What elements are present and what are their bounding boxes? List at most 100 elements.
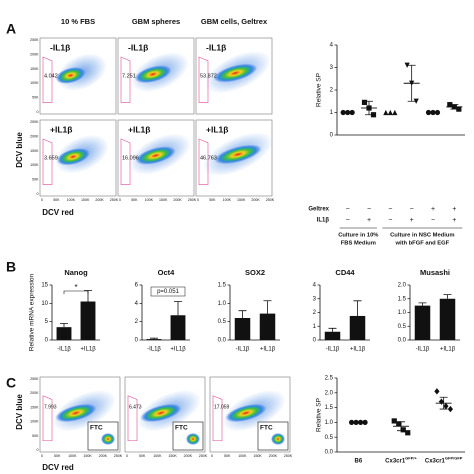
cell-density [134,65,172,84]
condition-name: IL1β [317,218,330,224]
axis-label: DCV blue [15,132,24,168]
flow-tick-label: 0 [41,198,43,202]
flow-tick-label: 150K [30,67,39,71]
flow-tick-label: 250K [30,120,39,124]
column-title: 10 % FBS [61,17,95,26]
flow-plot [195,37,273,115]
y-tick-label: 4 [135,301,139,307]
condition-name: Geltrex [308,207,329,213]
bar [234,318,251,340]
bar [414,305,431,340]
sp-gate [42,395,53,442]
condition-sign: + [431,206,435,213]
flow-tick-label: 200K [269,454,278,458]
y-tick-label: 0.5 [398,324,407,330]
sp-percent: 16.096 [122,155,139,161]
flow-tick-label: 250K [114,454,123,458]
flow-tick-label: 150K [253,454,262,458]
flow-tick-label: 0 [119,198,121,202]
x-tick-label: -IL1β [57,347,71,353]
flow-tick-label: 250K [30,377,39,381]
y-tick-label: 1.5 [398,296,407,302]
sp-percent: 53.872 [200,73,217,79]
data-point [447,102,453,108]
flow-tick-label: 250K [266,198,275,202]
flow-tick-label: 200K [173,198,182,202]
sp-percent: 4.042 [44,73,58,79]
flow-tick-label: 100K [238,454,247,458]
y-tick-label: 6 [135,283,139,289]
error-bar [443,294,452,299]
condition-label: -IL1β [206,42,226,52]
chart-title: Nanog [64,268,88,277]
y-tick-label: 15 [41,283,48,289]
sp-gate [120,138,131,185]
x-tick-label: +IL1β [350,347,366,353]
x-tick-label: -IL1β [326,347,340,353]
y-tick-label: 0.0 [398,338,407,344]
condition-label: -IL1β [128,42,148,52]
cell-density [214,144,262,165]
sp-gate [42,138,53,185]
flow-tick-label: 150K [168,454,177,458]
bar [324,331,341,340]
flow-tick-label: 100K [30,81,39,85]
flow-tick-label: 200K [30,134,39,138]
x-tick-label: +IL1β [440,347,456,353]
flow-plot [195,119,273,197]
sp-gate [42,56,53,103]
error-bar [365,100,373,116]
flow-tick-label: 200K [30,391,39,395]
inset-label: FTC [260,425,273,432]
flow-tick-label: 50K [54,454,61,458]
data-point [404,62,410,68]
bar [56,327,72,340]
data-point [456,106,462,112]
flow-tick-label: 100K [145,198,154,202]
chart-title: CD44 [335,268,355,277]
inset-density [186,433,200,445]
flow-tick-label: 100K [68,454,77,458]
data-point [430,109,436,116]
y-tick-label: 3 [330,65,334,71]
y-axis-label: Relative SP [316,398,323,432]
bar [349,315,366,340]
flow-tick-label: 150K [30,405,39,409]
flow-tick-label: 250K [188,198,197,202]
flow-tick-label: 50K [139,454,146,458]
flow-plot [39,119,117,197]
cell-density [225,403,267,423]
data-point [361,99,368,105]
inset-density [271,433,285,445]
flow-tick-label: 50K [32,178,39,182]
annotation: * [74,283,77,292]
flow-tick-label: 100K [30,163,39,167]
y-tick-label: 0 [330,133,334,139]
y-tick-label: 2 [313,310,317,316]
data-point [443,402,449,410]
error-bar [450,104,459,110]
y-tick-label: 0.5 [218,319,227,325]
y-tick-label: 1.0 [325,420,334,426]
y-tick-label: 4 [313,283,317,289]
data-point [447,405,454,413]
panel-letter: B [6,259,16,275]
y-tick-label: 3 [313,296,317,302]
data-point [391,418,397,424]
flow-tick-label: 0 [197,198,199,202]
flow-tick-label: 150K [81,198,90,202]
condition-sign: + [452,217,456,224]
flow-tick-label: 200K [95,198,104,202]
flow-tick-label: 200K [251,198,260,202]
x-tick-label: -IL1β [236,347,250,353]
flow-plot [117,37,195,115]
y-tick-label: 1.0 [398,310,407,316]
data-point [392,109,398,116]
sp-gate [127,395,138,442]
annotation-box [150,286,186,297]
flow-tick-label: 150K [237,198,246,202]
flow-tick-label: 0 [37,110,39,114]
significance-bracket [63,290,89,294]
flow-tick-label: 250K [284,454,293,458]
